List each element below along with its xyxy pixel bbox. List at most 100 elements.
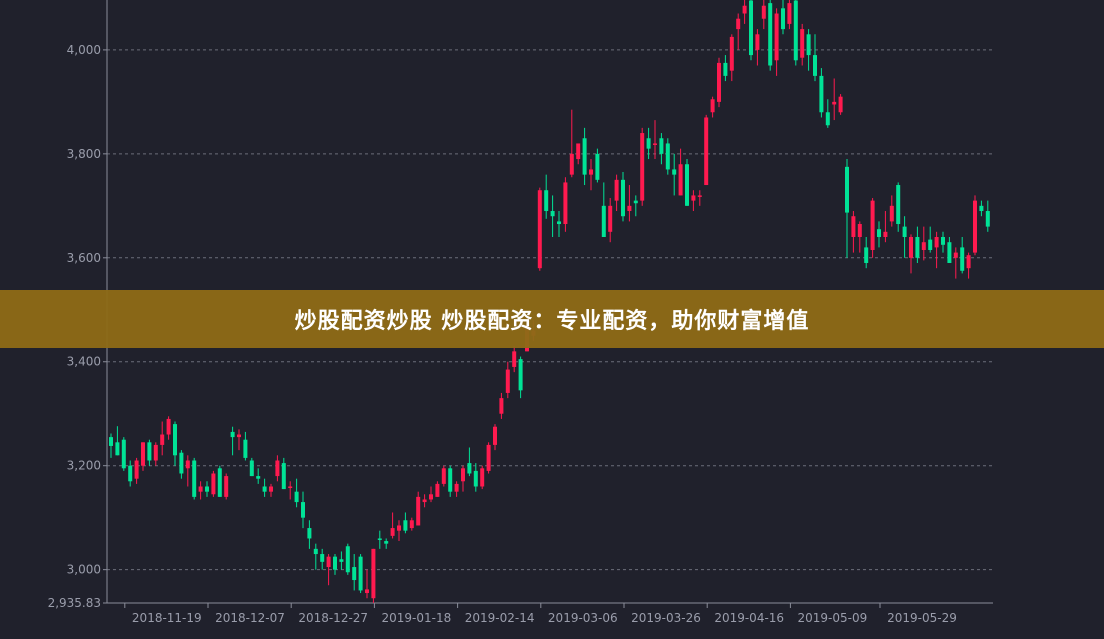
candle-up (269, 486, 273, 492)
x-tick-label: 2019-05-29 (887, 611, 957, 625)
y-tick-label: 3,800 (67, 147, 101, 161)
candle-up (870, 200, 875, 251)
candle-up (851, 216, 856, 238)
candle-up (512, 351, 517, 367)
candle-down (979, 205, 984, 212)
candle-up (435, 483, 440, 497)
candle-down (877, 229, 881, 238)
candle-down (320, 554, 325, 562)
candle-down (249, 460, 254, 477)
candle-up (422, 499, 427, 503)
candle-down (128, 465, 133, 482)
candle-up (973, 200, 977, 253)
candle-up (185, 460, 190, 469)
candle-up (742, 5, 747, 14)
candle-up (614, 179, 619, 201)
candle-down (294, 491, 299, 503)
candle-up (953, 252, 958, 258)
candle-down (665, 143, 670, 170)
candle-down (915, 237, 920, 258)
candle-down (723, 62, 728, 76)
candle-up (717, 62, 721, 102)
candle-up (800, 29, 805, 58)
y-tick-label: 4,000 (67, 43, 101, 57)
candle-down (941, 237, 945, 245)
candle-up (710, 99, 715, 113)
candle-down (217, 468, 222, 497)
candle-down (601, 205, 606, 238)
candle-down (121, 439, 126, 469)
candle-up (153, 444, 158, 461)
candle-up (838, 96, 843, 113)
candle-up (198, 486, 203, 492)
x-tick-label: 2019-03-06 (548, 611, 618, 625)
candle-down (845, 166, 849, 213)
candle-down (768, 3, 773, 66)
x-tick-label: 2019-05-09 (798, 611, 868, 625)
candle-up (275, 460, 280, 477)
candle-up (480, 468, 485, 487)
candle-down (301, 502, 305, 518)
candle-up (934, 237, 939, 248)
candle-up (237, 434, 241, 438)
candle-up (537, 190, 542, 269)
candle-up (608, 205, 613, 232)
candle-down (813, 55, 817, 76)
candle-down (173, 424, 177, 456)
candle-down (781, 8, 785, 30)
candle-down (518, 359, 523, 391)
x-tick-label: 2018-11-19 (132, 611, 202, 625)
candle-down (377, 538, 382, 540)
candle-up (429, 494, 433, 500)
candle-up (691, 195, 696, 201)
candle-down (633, 200, 638, 204)
candle-down (685, 164, 689, 206)
candle-down (333, 556, 337, 570)
candle-down (109, 437, 113, 446)
y-tick-label: 3,200 (67, 459, 101, 473)
candle-up (697, 195, 702, 197)
y-tick-label: 3,600 (67, 251, 101, 265)
candle-up (141, 442, 145, 466)
candle-up (832, 101, 837, 105)
candle-up (889, 205, 894, 222)
banner-text: 炒股配资炒股 炒股配资：专业配资，助你财富增值 (294, 309, 810, 334)
candle-down (621, 179, 625, 217)
candle-up (729, 36, 734, 71)
candle-down (384, 541, 389, 544)
candle-up (441, 468, 446, 484)
candle-down (659, 138, 664, 154)
candle-up (371, 548, 376, 599)
candle-down (256, 476, 261, 479)
candle-down (358, 556, 363, 591)
candle-up (761, 5, 766, 19)
candle-down (793, 0, 798, 61)
candle-up (365, 589, 369, 594)
x-tick-label: 2019-02-14 (465, 611, 535, 625)
candle-down (352, 567, 357, 581)
candle-up (755, 34, 760, 50)
candle-up (921, 242, 926, 251)
candle-up (416, 496, 421, 526)
candle-up (486, 444, 491, 471)
candle-down (192, 460, 197, 497)
candle-down (902, 226, 907, 238)
candle-down (230, 431, 235, 438)
candle-up (704, 117, 709, 186)
candle-down (403, 520, 408, 531)
candle-down (313, 548, 318, 555)
y-min-label: 2,935.83 (48, 596, 101, 610)
candle-up (563, 182, 568, 225)
candle-up (454, 483, 459, 492)
candle-down (448, 468, 453, 492)
candle-down (307, 528, 312, 539)
candle-up (653, 143, 657, 145)
x-tick-label: 2018-12-27 (298, 611, 368, 625)
candle-down (595, 153, 600, 180)
candle-down (819, 75, 824, 113)
candle-down (115, 442, 120, 456)
x-tick-label: 2019-03-26 (631, 611, 701, 625)
candle-up (461, 468, 465, 482)
candle-down (550, 211, 555, 217)
